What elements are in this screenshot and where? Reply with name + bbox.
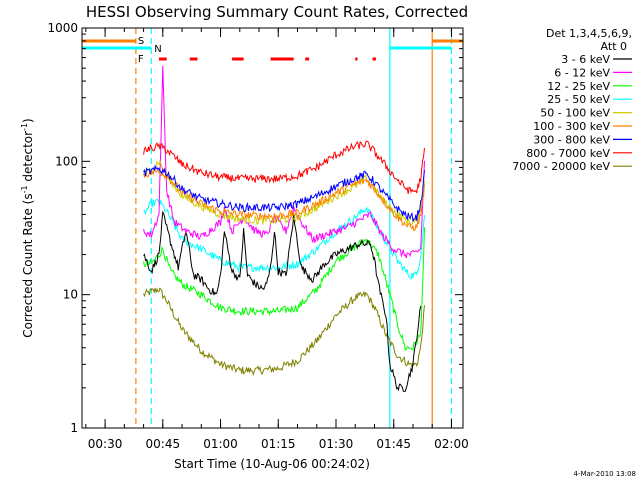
series-line-9 [143,287,425,377]
y-axis-label: Corrected Count Rate (s-1 detector-1) [20,118,35,337]
series-line-3 [143,227,425,351]
flare-flag-label: F [138,54,144,65]
legend-label-8: 800 - 7000 keV [526,147,610,160]
footer-timestamp: 4-Mar-2010 13:08 [574,470,636,478]
x-axis: 00:30 00:45 01:00 01:15 01:30 01:45 02:00 [85,28,469,451]
series-line-8 [143,140,425,194]
x-axis-label: Start Time (10-Aug-06 00:24:02) [174,457,370,471]
y-tick-label-1: 1 [70,421,78,435]
legend-label-1: 3 - 6 keV [561,53,610,66]
y-axis-label-end: ) [21,118,35,123]
y-tick-label-2: 10 [63,288,78,302]
y-tick-label-4: 1000 [47,21,78,35]
legend-header-line-2: Att 0 [601,40,627,53]
y-axis-label-sup-2: -1 [20,123,29,131]
x-tick-label-4: 01:15 [261,437,296,451]
y-tick-label-3: 100 [55,154,78,168]
y-axis: 1 10 100 1000 [47,21,463,435]
chart-title: HESSI Observing Summary Count Rates, Cor… [86,3,468,21]
legend-label-5: 50 - 100 keV [540,107,610,120]
y-axis-label-main: Corrected Count Rate (s [21,193,35,337]
x-tick-label-3: 01:00 [203,437,238,451]
x-tick-label-1: 00:30 [88,437,123,451]
x-tick-label-2: 00:45 [146,437,181,451]
x-tick-label-7: 02:00 [434,437,469,451]
legend-label-9: 7000 - 20000 keV [512,160,610,173]
series-line-1 [143,210,422,392]
legend-header-line-1: Det 1,3,4,5,6,9, [546,27,632,40]
plot-frame [81,27,464,429]
legend-label-2: 6 - 12 keV [554,66,610,79]
series-line-5 [143,159,425,227]
x-tick-label-5: 01:30 [319,437,354,451]
series-line-2 [143,65,425,259]
saa-flag-label: S [138,36,144,47]
legend-label-4: 25 - 50 keV [547,93,610,106]
y-axis-label-sup-1: -1 [20,185,29,193]
x-tick-label-6: 01:45 [376,437,411,451]
plot-area: SNF [82,28,463,428]
legend-label-3: 12 - 25 keV [547,80,610,93]
series-line-6 [143,168,425,232]
legend-label-6: 100 - 300 keV [533,120,610,133]
night-flag-label: N [154,44,161,55]
series-line-4 [143,198,425,281]
series-line-7 [143,164,425,222]
legend-label-7: 300 - 800 keV [533,133,610,146]
y-axis-label-mid: detector [21,131,35,186]
